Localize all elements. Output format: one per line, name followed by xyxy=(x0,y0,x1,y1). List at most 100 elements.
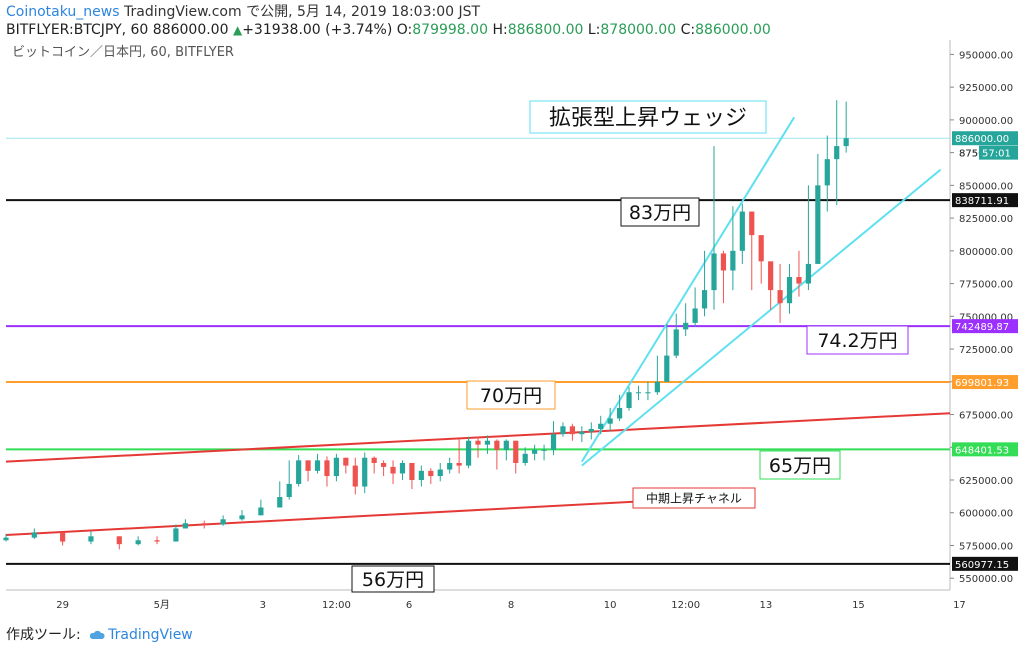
candle-body xyxy=(739,211,745,251)
candle-body xyxy=(824,159,830,186)
candle-body xyxy=(465,440,472,466)
level-price-text: 742489.87 xyxy=(955,322,1009,333)
y-tick-label: 625000.00 xyxy=(959,476,1013,487)
candle-body xyxy=(701,290,708,309)
y-tick-label: 800000.00 xyxy=(959,247,1013,258)
candle-body xyxy=(654,381,660,393)
symbol-info: BITFLYER:BTCJPY, 60 886000.00 xyxy=(6,22,229,38)
candle-body xyxy=(720,253,727,271)
x-tick-label: 29 xyxy=(56,600,69,611)
candle-body xyxy=(532,449,538,454)
candle-body xyxy=(484,440,491,445)
candle-body xyxy=(333,457,339,477)
level-price-text: 699801.93 xyxy=(955,378,1009,389)
candle-body xyxy=(88,536,94,542)
x-tick-label: 5月 xyxy=(154,599,170,611)
candle-body xyxy=(135,540,141,545)
chart-area[interactable]: 950000.00925000.00900000.00875000.008500… xyxy=(0,38,1024,618)
tradingview-cloud-icon xyxy=(90,630,105,639)
candle-body xyxy=(399,462,406,474)
candle-body xyxy=(116,536,122,545)
annotation-742man-box[interactable] xyxy=(806,325,909,355)
publish-info: TradingView.com で公開, 5月 14, 2019 18:03:0… xyxy=(123,4,481,20)
wedge-lower-trendline[interactable] xyxy=(581,168,942,467)
x-tick-label: 10 xyxy=(604,600,617,611)
annotation-channel-text: 中期上昇チャネル xyxy=(646,490,742,505)
candle-body xyxy=(683,322,689,330)
candle-body xyxy=(579,431,585,435)
candle-body xyxy=(31,532,37,538)
candle-body xyxy=(768,261,774,291)
candle-body xyxy=(182,523,188,529)
candle-body xyxy=(447,462,453,470)
candle-body xyxy=(239,515,245,520)
candle-body xyxy=(598,423,604,429)
wedge-upper-trendline[interactable] xyxy=(580,116,796,463)
candle-body xyxy=(456,462,462,466)
candle-body xyxy=(201,523,207,525)
candle-body xyxy=(635,392,642,394)
y-tick-label: 775000.00 xyxy=(959,280,1013,291)
y-tick-label: 925000.00 xyxy=(959,83,1013,94)
candle-body xyxy=(352,465,358,487)
high-value: 886800.00 xyxy=(507,22,584,38)
candle-body xyxy=(560,426,566,435)
candle-body xyxy=(749,211,755,236)
annotation-wedge-box[interactable] xyxy=(529,100,767,134)
candle-body xyxy=(617,407,623,419)
candle-body xyxy=(381,462,387,467)
x-tick-label: 12:00 xyxy=(671,600,700,611)
candle-body xyxy=(513,440,519,463)
candle-body xyxy=(296,460,302,484)
open-label: O: xyxy=(396,22,413,38)
open-value: 879998.00 xyxy=(412,22,488,38)
y-tick-label: 750000.00 xyxy=(959,312,1013,323)
annotation-70man-box[interactable] xyxy=(466,380,556,410)
tradingview-brand[interactable]: TradingView xyxy=(108,627,193,643)
candle-body xyxy=(503,440,509,450)
y-tick-label: 850000.00 xyxy=(959,181,1013,192)
level-price-text: 560977.15 xyxy=(955,560,1009,571)
level-price-tag xyxy=(952,556,1018,571)
candle-body xyxy=(786,277,793,304)
candle-body xyxy=(60,532,66,542)
y-tick-label: 575000.00 xyxy=(959,541,1013,552)
symbol-legend: ビットコイン／日本円, 60, BITFLYER xyxy=(12,45,234,60)
low-value: 878000.00 xyxy=(600,22,677,38)
candle-body xyxy=(541,449,547,451)
x-tick-label: 6 xyxy=(406,600,412,611)
level-price-tag xyxy=(952,319,1018,334)
chart-header: Coinotaku_news TradingView.com で公開, 5月 1… xyxy=(6,3,771,39)
ohlc-line: BITFLYER:BTCJPY, 60 886000.00 ▲+31938.00… xyxy=(6,21,771,39)
candle-body xyxy=(428,470,434,477)
candle-body xyxy=(362,457,368,487)
candle-body xyxy=(343,457,349,466)
x-tick-label: 15 xyxy=(852,600,865,611)
candle-body xyxy=(258,507,264,516)
candle-body xyxy=(277,497,283,508)
channel-lower-trendline[interactable] xyxy=(5,499,648,536)
candle-body xyxy=(286,483,292,498)
y-tick-label: 675000.00 xyxy=(959,411,1013,422)
annotation-wedge-text: 拡張型上昇ウェッジ xyxy=(549,106,747,131)
candle-body xyxy=(324,460,330,477)
annotation-channel-box[interactable] xyxy=(632,487,756,509)
annotation-56man-box[interactable] xyxy=(351,565,435,593)
price-chart[interactable]: 950000.00925000.00900000.00875000.008500… xyxy=(0,38,1024,618)
author-link[interactable]: Coinotaku_news xyxy=(6,4,120,20)
candle-body xyxy=(834,146,840,160)
candle-body xyxy=(305,460,311,471)
candle-body xyxy=(409,462,415,480)
level-price-text: 648401.53 xyxy=(955,445,1009,456)
candle-body xyxy=(626,392,632,408)
annotation-83man-box[interactable] xyxy=(620,197,700,227)
candle-body xyxy=(777,290,783,304)
annotation-56man-text: 56万円 xyxy=(362,569,424,591)
annotation-83man-text: 83万円 xyxy=(629,202,691,224)
high-label: H: xyxy=(492,22,508,38)
candle-body xyxy=(673,329,679,356)
annotation-65man-box[interactable] xyxy=(759,450,841,480)
close-label: C: xyxy=(680,22,696,38)
level-price-tag xyxy=(952,442,1018,457)
current-price-tag xyxy=(952,131,1018,146)
